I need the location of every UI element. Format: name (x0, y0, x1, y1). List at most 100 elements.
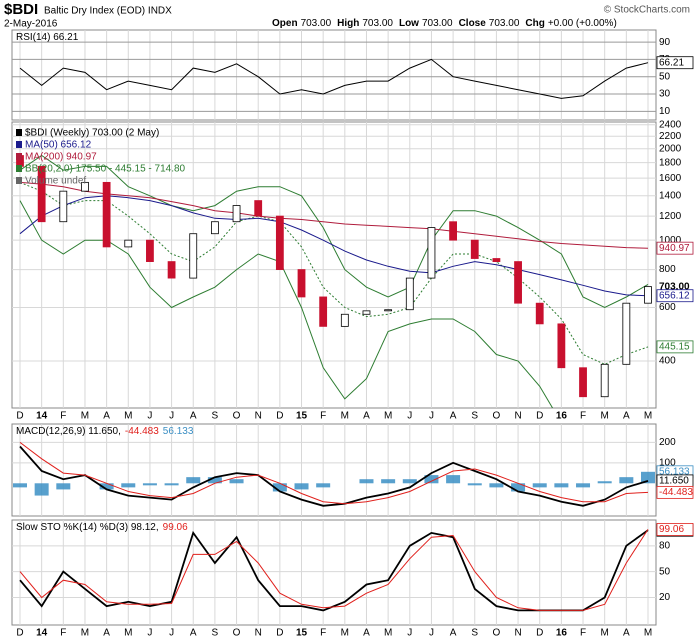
legend-entry: Volume undef (25, 176, 86, 187)
legend: RSI(14) 66.21 (16, 32, 79, 43)
y-tick-label: 200 (659, 437, 676, 448)
y-tick-label: 1600 (659, 173, 682, 184)
x-tick-label: A (623, 411, 630, 422)
x-tick-label: F (320, 411, 326, 422)
histogram-bar (99, 483, 114, 490)
x-tick-label: O (233, 628, 241, 639)
line (19, 200, 554, 408)
legend-swatch (16, 129, 22, 136)
legend: MACD(12,26,9) 11.650, -44.483 56.133 (16, 426, 194, 437)
symbol: $BDI (4, 1, 38, 18)
histogram-bar (402, 479, 417, 484)
copyright: © StockCharts.com (604, 5, 690, 16)
y-tick-label: 800 (659, 264, 676, 275)
x-tick-label: S (212, 628, 219, 639)
last-value-label: 656.12 (659, 290, 690, 301)
x-tick-label: D (276, 628, 283, 639)
candle (449, 221, 458, 241)
histogram-bar (640, 471, 655, 484)
line (19, 154, 649, 309)
x-tick-label: M (81, 628, 89, 639)
x-tick-label: A (450, 411, 457, 422)
x-tick-label: 16 (556, 628, 568, 639)
legend-entry: MA(200) 940.97 (25, 152, 97, 163)
candle (362, 310, 371, 315)
candle (470, 239, 479, 259)
y-tick-label: 50 (659, 71, 671, 82)
y-tick-label: 1000 (659, 235, 682, 246)
x-tick-label: M (601, 411, 609, 422)
y-tick-label: 100 (659, 457, 676, 468)
panel-frame (11, 121, 657, 409)
quote-value: 703.00 (301, 18, 332, 29)
x-tick-label: S (471, 628, 478, 639)
candle (59, 190, 68, 223)
candle (622, 302, 631, 365)
last-value-label: 66.21 (659, 57, 684, 68)
histogram-bar (554, 483, 569, 488)
quote-label: High (337, 18, 359, 29)
line (19, 195, 649, 297)
plot-area (19, 529, 649, 612)
histogram-bar (121, 483, 136, 488)
candle (535, 302, 544, 325)
x-tick-label: M (384, 628, 392, 639)
x-tick-label: F (320, 628, 326, 639)
x-tick-label: 15 (296, 411, 308, 422)
y-tick-label: 2200 (659, 131, 682, 142)
quote-label: Chg (525, 18, 544, 29)
x-tick-label: A (190, 411, 197, 422)
y-tick-label: 50 (659, 566, 671, 577)
quote-value: +0.00 (+0.00%) (548, 18, 617, 29)
legend-entry: MACD(12,26,9) 11.650, (16, 426, 121, 437)
plot-area (16, 154, 652, 408)
x-tick-label: S (212, 411, 219, 422)
x-tick-label: A (450, 628, 457, 639)
legend-swatch (16, 153, 22, 160)
x-tick-label: M (124, 628, 132, 639)
x-tick-label: M (601, 628, 609, 639)
x-tick-label: N (255, 628, 262, 639)
candle (340, 313, 349, 327)
candle (557, 323, 566, 369)
legend-entry: 99.06 (163, 522, 188, 533)
legend-entry: Slow STO %K(14) %D(3) 98.12, (16, 522, 159, 533)
x-tick-label: D (536, 628, 543, 639)
histogram-bar (424, 475, 439, 484)
histogram-bar (34, 483, 49, 496)
x-tick-label: O (493, 411, 501, 422)
histogram-bar (619, 477, 634, 484)
histogram-bar (56, 483, 71, 490)
x-tick-label: J (147, 411, 152, 422)
line (19, 181, 649, 249)
x-tick-label: 15 (296, 628, 308, 639)
legend-entry: BB(20,2.0) 175.50 - 445.15 - 714.80 (25, 164, 186, 175)
y-tick-label: 2400 (659, 119, 682, 130)
candle (124, 239, 133, 248)
instrument-name: Baltic Dry Index (EOD) INDX (44, 6, 172, 17)
x-tick-label: D (276, 411, 283, 422)
panel-frame (11, 519, 657, 626)
candle (254, 200, 263, 217)
candle (146, 239, 154, 262)
histogram-bar (272, 483, 287, 492)
candle (492, 258, 501, 262)
x-tick-label: N (514, 628, 521, 639)
x-tick-label: D (16, 411, 23, 422)
quote-value: 703.00 (362, 18, 393, 29)
candle (102, 181, 111, 248)
x-tick-label: F (60, 411, 66, 422)
candle (297, 269, 306, 298)
quote-value: 703.00 (422, 18, 453, 29)
quote-label: Open (272, 18, 298, 29)
y-tick-label: 30 (659, 89, 671, 100)
x-tick-label: D (16, 628, 23, 639)
y-tick-label: 20 (659, 592, 671, 603)
candle (644, 286, 652, 304)
x-tick-label: F (580, 411, 586, 422)
legend-swatch (16, 165, 22, 172)
histogram-bar (576, 483, 591, 488)
y-tick-label: 80 (659, 540, 671, 551)
x-tick-label: J (429, 628, 434, 639)
